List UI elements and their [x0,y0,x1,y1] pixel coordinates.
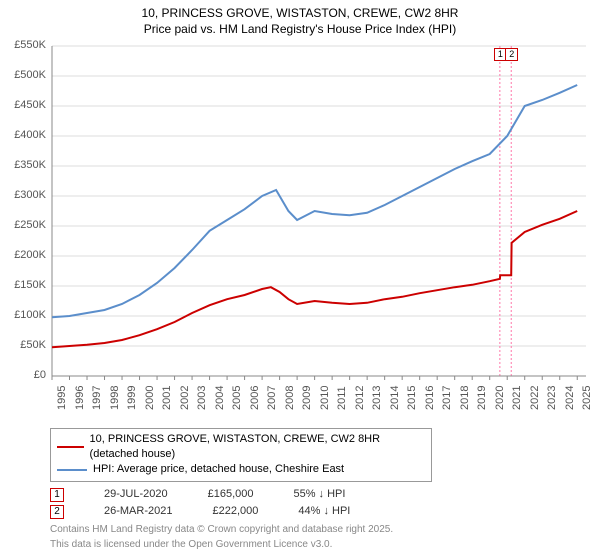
marker-2-price: £222,000 [212,503,258,521]
chart-marker-2: 2 [505,48,518,61]
marker-table: 1 29-JUL-2020 £165,000 55% ↓ HPI 2 26-MA… [50,486,592,521]
x-tick-label: 2013 [371,385,383,409]
x-tick-label: 1999 [126,385,138,409]
y-tick-label: £250K [8,219,46,231]
y-tick-label: £200K [8,249,46,261]
x-tick-label: 2020 [494,385,506,409]
x-tick-label: 2006 [249,385,261,409]
x-tick-label: 1998 [109,385,121,409]
marker-2-delta: 44% ↓ HPI [298,503,350,521]
chart-svg [8,42,592,422]
x-tick-label: 2008 [284,385,296,409]
x-tick-label: 2002 [179,385,191,409]
x-tick-label: 2018 [459,385,471,409]
y-tick-label: £450K [8,99,46,111]
footer-line-2: This data is licensed under the Open Gov… [50,538,592,551]
x-tick-label: 2016 [424,385,436,409]
x-tick-label: 2021 [511,385,523,409]
marker-1-delta: 55% ↓ HPI [293,486,345,504]
x-tick-label: 2014 [389,385,401,409]
chart-subtitle: Price paid vs. HM Land Registry's House … [8,22,592,36]
y-tick-label: £150K [8,279,46,291]
y-tick-label: £0 [8,369,46,381]
x-tick-label: 2017 [441,385,453,409]
x-tick-label: 2004 [214,385,226,409]
x-tick-label: 2001 [161,385,173,409]
x-tick-label: 2025 [581,385,593,409]
legend-label-2: HPI: Average price, detached house, Ches… [93,462,344,477]
y-tick-label: £400K [8,129,46,141]
legend-item-2: HPI: Average price, detached house, Ches… [57,462,425,477]
legend-item-1: 10, PRINCESS GROVE, WISTASTON, CREWE, CW… [57,432,425,463]
x-tick-label: 1997 [91,385,103,409]
x-tick-label: 2000 [144,385,156,409]
chart-title: 10, PRINCESS GROVE, WISTASTON, CREWE, CW… [8,6,592,22]
x-tick-label: 2011 [336,386,348,410]
x-tick-label: 2023 [546,385,558,409]
x-tick-label: 1996 [74,385,86,409]
y-tick-label: £500K [8,69,46,81]
marker-2-box: 2 [50,505,64,519]
marker-row-1: 1 29-JUL-2020 £165,000 55% ↓ HPI [50,486,592,504]
x-tick-label: 2009 [301,385,313,409]
legend-label-1: 10, PRINCESS GROVE, WISTASTON, CREWE, CW… [90,432,425,463]
footer-line-1: Contains HM Land Registry data © Crown c… [50,523,592,536]
marker-row-2: 2 26-MAR-2021 £222,000 44% ↓ HPI [50,503,592,521]
y-tick-label: £100K [8,309,46,321]
x-tick-label: 2012 [354,385,366,409]
y-tick-label: £550K [8,39,46,51]
x-tick-label: 2022 [529,385,541,409]
y-tick-label: £300K [8,189,46,201]
x-tick-label: 2005 [231,385,243,409]
x-tick-label: 2007 [266,385,278,409]
x-tick-label: 2019 [476,385,488,409]
y-tick-label: £50K [8,339,46,351]
y-tick-label: £350K [8,159,46,171]
x-tick-label: 2003 [196,385,208,409]
marker-2-date: 26-MAR-2021 [104,503,172,521]
marker-1-date: 29-JUL-2020 [104,486,168,504]
x-tick-label: 2015 [406,385,418,409]
legend-box: 10, PRINCESS GROVE, WISTASTON, CREWE, CW… [50,428,432,482]
marker-1-box: 1 [50,488,64,502]
marker-1-price: £165,000 [208,486,254,504]
x-tick-label: 2024 [564,385,576,409]
chart-plot-area: £0 £50K £100K £150K £200K £250K £300K £350K £400… [8,42,592,422]
x-tick-label: 1995 [56,385,68,409]
x-tick-label: 2010 [319,385,331,409]
